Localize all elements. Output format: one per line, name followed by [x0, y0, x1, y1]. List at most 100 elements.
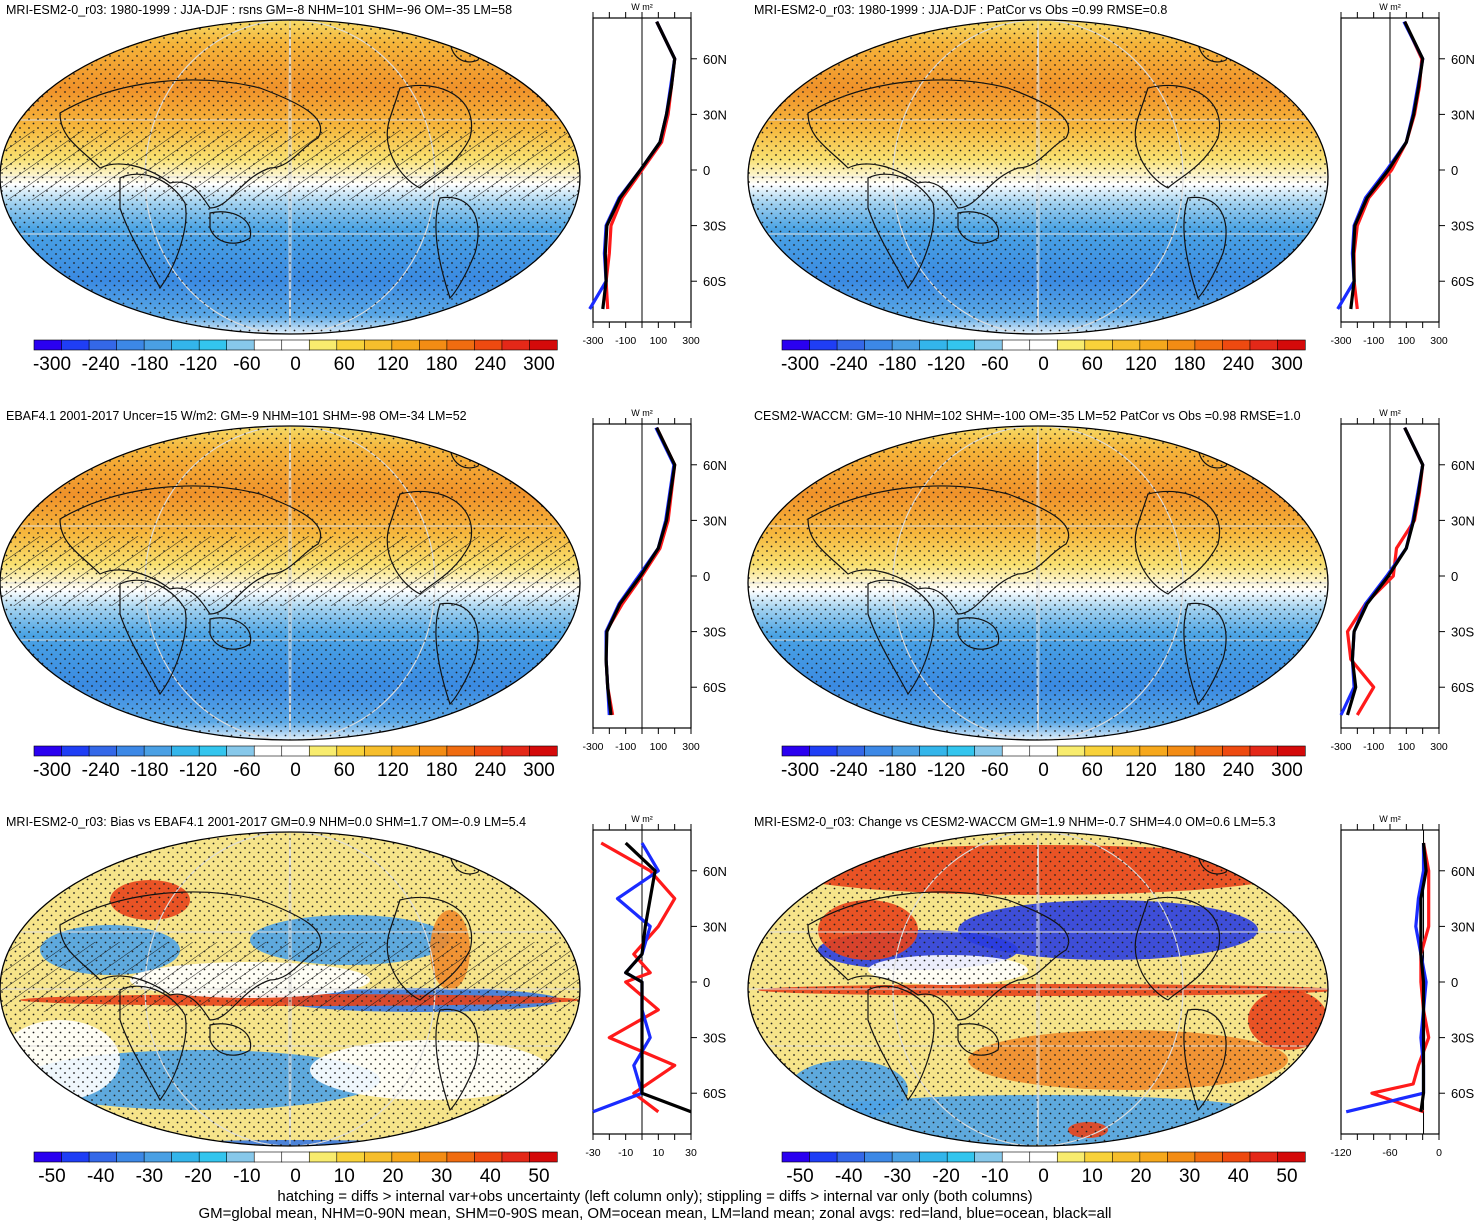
zonal-x-tick-label: -300	[1330, 741, 1351, 753]
panel-5: MRI-ESM2-0_r03: Bias vs EBAF4.1 2001-201…	[0, 814, 727, 1187]
colorbar-swatch	[419, 1151, 448, 1163]
colorbar-swatch	[336, 1151, 365, 1163]
colorbar-tick-label: -60	[981, 354, 1008, 375]
zonal-mean-plot: -30 -10 10 30 W m² 60N 30N 0 30S 60S	[585, 814, 726, 1159]
zonal-series-all	[604, 427, 677, 716]
colorbar-swatch	[1084, 745, 1113, 757]
colorbar-swatch	[281, 339, 310, 351]
colorbar-swatch	[836, 339, 866, 351]
zonal-units: W m²	[631, 2, 653, 12]
colorbar-tick-label: 180	[1174, 354, 1206, 375]
colorbar-swatch	[1222, 745, 1251, 757]
zonal-x-tick-label: -300	[582, 741, 603, 753]
colorbar-swatch	[336, 745, 365, 757]
colorbar-swatch	[116, 745, 145, 757]
colorbar-swatch	[33, 1151, 63, 1163]
colorbar-swatch	[61, 339, 90, 351]
colorbar-swatch	[891, 339, 921, 351]
zonal-lat-label: 30N	[703, 107, 727, 122]
colorbar-tick-label: 0	[290, 1166, 301, 1187]
zonal-lat-label: 30N	[703, 513, 727, 528]
colorbar-swatch	[864, 1151, 893, 1163]
zonal-x-tick-label: -100	[615, 741, 636, 753]
colorbar-tick-label: -300	[33, 760, 71, 781]
colorbar-swatch	[308, 339, 338, 351]
colorbar-tick-label: -50	[786, 1166, 813, 1187]
zonal-x-tick-label: 10	[652, 1147, 664, 1159]
colorbar-tick-label: 120	[1125, 354, 1157, 375]
colorbar-swatch	[529, 1151, 558, 1163]
colorbar-tick-label: 300	[1271, 354, 1303, 375]
colorbar-tick-label: 0	[1038, 1166, 1049, 1187]
zonal-lat-label: 0	[703, 163, 710, 178]
colorbar-tick-label: -60	[233, 354, 260, 375]
zonal-x-tick-label: 100	[650, 741, 668, 753]
map	[0, 20, 580, 334]
colorbar-swatch	[364, 745, 393, 757]
colorbar-swatch	[529, 339, 558, 351]
map	[748, 20, 1328, 334]
zonal-lat-label: 30S	[1451, 1031, 1474, 1046]
colorbar-swatch	[446, 339, 476, 351]
colorbar-swatch	[446, 1151, 476, 1163]
colorbar-swatch	[1139, 1151, 1168, 1163]
zonal-lat-label: 60S	[1451, 680, 1474, 695]
panel-title: MRI-ESM2-0_r03: Bias vs EBAF4.1 2001-201…	[6, 815, 526, 829]
colorbar-tick-label: 300	[523, 354, 555, 375]
zonal-x-tick-label: -30	[585, 1147, 600, 1159]
zonal-lat-label: 60S	[1451, 274, 1474, 289]
colorbar: -300 -240 -180 -120 -60 0 60 120 180 240 300	[33, 745, 558, 781]
map	[0, 426, 580, 740]
colorbar: -300 -240 -180 -120 -60 0 60 120 180 240 300	[781, 745, 1306, 781]
colorbar-tick-label: 0	[290, 760, 301, 781]
panel-6: MRI-ESM2-0_r03: Change vs CESM2-WACCM GM…	[747, 814, 1475, 1187]
colorbar-swatch	[529, 745, 558, 757]
colorbar-tick-label: -240	[830, 354, 868, 375]
colorbar-swatch	[836, 1151, 866, 1163]
colorbar-swatch	[1249, 1151, 1279, 1163]
panel-4: CESM2-WACCM: GM=-10 NHM=102 SHM=-100 OM=…	[747, 408, 1475, 781]
colorbar-swatch	[781, 1151, 811, 1163]
map-outline	[747, 19, 1329, 335]
colorbar-swatch	[974, 745, 1003, 757]
colorbar-swatch	[946, 339, 976, 351]
colorbar-swatch	[864, 745, 893, 757]
colorbar-swatch	[143, 1151, 173, 1163]
zonal-series-ocean	[1345, 843, 1428, 1114]
colorbar: -50 -40 -30 -20 -10 0 10 20 30 40 50	[781, 1151, 1306, 1187]
zonal-x-tick-label: 100	[1398, 335, 1416, 347]
colorbar-tick-label: -300	[33, 354, 71, 375]
zonal-lat-label: 0	[1451, 975, 1458, 990]
colorbar-tick-label: -240	[82, 354, 120, 375]
zonal-lat-label: 60S	[703, 274, 726, 289]
zonal-lat-label: 30S	[703, 1031, 726, 1046]
panel-title: EBAF4.1 2001-2017 Uncer=15 W/m2: GM=-9 N…	[6, 409, 467, 423]
colorbar-swatch	[1194, 1151, 1224, 1163]
colorbar: -50 -40 -30 -20 -10 0 10 20 30 40 50	[33, 1151, 558, 1187]
colorbar-swatch	[1277, 1151, 1306, 1163]
colorbar-tick-label: 240	[474, 760, 506, 781]
colorbar-swatch	[88, 339, 118, 351]
colorbar-swatch	[391, 745, 420, 757]
colorbar-tick-label: 180	[1174, 760, 1206, 781]
colorbar-swatch	[1194, 339, 1224, 351]
colorbar-swatch	[1249, 339, 1279, 351]
colorbar-swatch	[809, 1151, 838, 1163]
zonal-lat-label: 0	[1451, 569, 1458, 584]
colorbar-swatch	[864, 339, 893, 351]
zonal-lat-label: 30N	[703, 919, 727, 934]
colorbar-tick-label: 120	[1125, 760, 1157, 781]
colorbar-swatch	[1222, 339, 1251, 351]
zonal-series-all	[624, 841, 692, 1114]
zonal-series-land	[604, 21, 677, 310]
colorbar-swatch	[1084, 1151, 1113, 1163]
colorbar-tick-label: 300	[1271, 760, 1303, 781]
zonal-x-tick-label: 0	[1436, 1147, 1442, 1159]
colorbar-swatch	[474, 1151, 503, 1163]
colorbar-swatch	[253, 745, 283, 757]
colorbar-swatch	[1112, 1151, 1141, 1163]
colorbar-tick-label: -20	[184, 1166, 211, 1187]
zonal-series-ocean	[592, 842, 660, 1114]
footer-note-definitions: GM=global mean, NHM=0-90N mean, SHM=0-90…	[198, 1205, 1112, 1222]
colorbar-tick-label: 0	[290, 354, 301, 375]
